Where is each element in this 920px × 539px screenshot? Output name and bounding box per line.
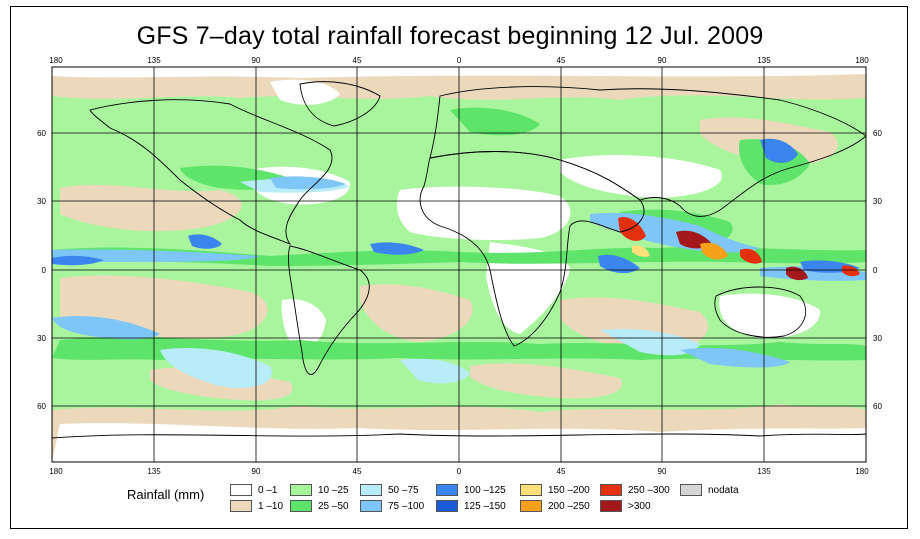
lon-tick-top: 90 [252,56,261,65]
legend-swatch [230,500,252,512]
legend-swatch [436,500,458,512]
rain-100-150-areas [52,138,860,274]
lon-tick-labels-top: 180 135 90 45 0 45 90 135 180 [49,56,869,65]
legend-label: 150 –200 [548,484,590,496]
legend-item: 150 –200 [520,484,590,496]
legend-item: >300 [600,500,651,512]
legend-label: 125 –150 [464,500,506,512]
legend-swatch [680,484,702,496]
legend-label: 200 –250 [548,500,590,512]
legend-swatch [600,500,622,512]
legend-swatch [290,500,312,512]
lon-tick-bottom: 0 [457,467,462,476]
legend-item: 250 –300 [600,484,670,496]
lat-tick-labels-left: 60 30 0 30 60 [37,129,46,411]
legend-label: 75 –100 [388,500,425,512]
figure-frame [10,6,908,529]
legend-label: 10 –25 [318,484,349,496]
lat-tick-left: 60 [37,129,46,138]
lat-tick-right: 30 [873,334,882,343]
legend-swatch [520,500,542,512]
lon-tick-bottom: 135 [757,467,771,476]
legend-swatch [230,484,252,496]
lat-tick-right: 0 [873,266,878,275]
legend-label: 25 –50 [318,500,349,512]
legend-label: >300 [628,500,651,512]
legend-item: nodata [680,484,739,496]
legend-item: 25 –50 [290,500,349,512]
map-title: GFS 7–day total rainfall forecast beginn… [136,22,764,50]
lat-tick-right: 30 [873,197,882,206]
lat-tick-left: 60 [37,402,46,411]
legend-item: 200 –250 [520,500,590,512]
lon-tick-bottom: 90 [252,467,261,476]
legend-item: 0 –1 [230,484,277,496]
lon-tick-top: 45 [353,56,362,65]
legend-item: 100 –125 [436,484,506,496]
legend-label: nodata [708,484,739,496]
legend-item: 10 –25 [290,484,349,496]
lat-tick-left: 0 [42,266,47,275]
legend-item: 75 –100 [360,500,424,512]
legend-label: 50 –75 [388,484,419,496]
legend-title: Rainfall (mm) [127,487,205,502]
lon-tick-top: 180 [49,56,63,65]
lon-tick-bottom: 180 [49,467,63,476]
lat-tick-labels-right: 60 30 0 30 60 [873,129,882,411]
legend-swatch [520,484,542,496]
legend-swatch [436,484,458,496]
lon-tick-top: 135 [147,56,161,65]
legend-label: 0 –1 [258,484,278,496]
legend-swatch [360,484,382,496]
lat-tick-left: 30 [37,334,46,343]
lon-tick-top: 180 [855,56,869,65]
map-border [51,66,867,463]
lon-tick-bottom: 90 [658,467,667,476]
graticule [52,67,866,462]
rain-extreme-areas [618,216,860,281]
lon-tick-top: 0 [457,56,462,65]
legend-label: 250 –300 [628,484,670,496]
lon-tick-labels-bottom: 180 135 90 45 0 45 90 135 180 [49,467,869,476]
legend-item: 1 –10 [230,500,283,512]
lat-tick-right: 60 [873,129,882,138]
legend-label: 1 –10 [258,500,284,512]
lon-tick-bottom: 180 [855,467,869,476]
legend-swatch [360,500,382,512]
legend-swatch [600,484,622,496]
legend-label: 100 –125 [464,484,506,496]
lon-tick-top: 45 [557,56,566,65]
lon-tick-top: 135 [757,56,771,65]
legend-item: 125 –150 [436,500,506,512]
lon-tick-top: 90 [658,56,667,65]
lat-tick-right: 60 [873,402,882,411]
legend-item: 50 –75 [360,484,419,496]
legend-swatch [290,484,312,496]
lon-tick-bottom: 135 [147,467,161,476]
lon-tick-bottom: 45 [353,467,362,476]
lon-tick-bottom: 45 [557,467,566,476]
lat-tick-left: 30 [37,197,46,206]
rain-50-75-areas [160,179,700,388]
